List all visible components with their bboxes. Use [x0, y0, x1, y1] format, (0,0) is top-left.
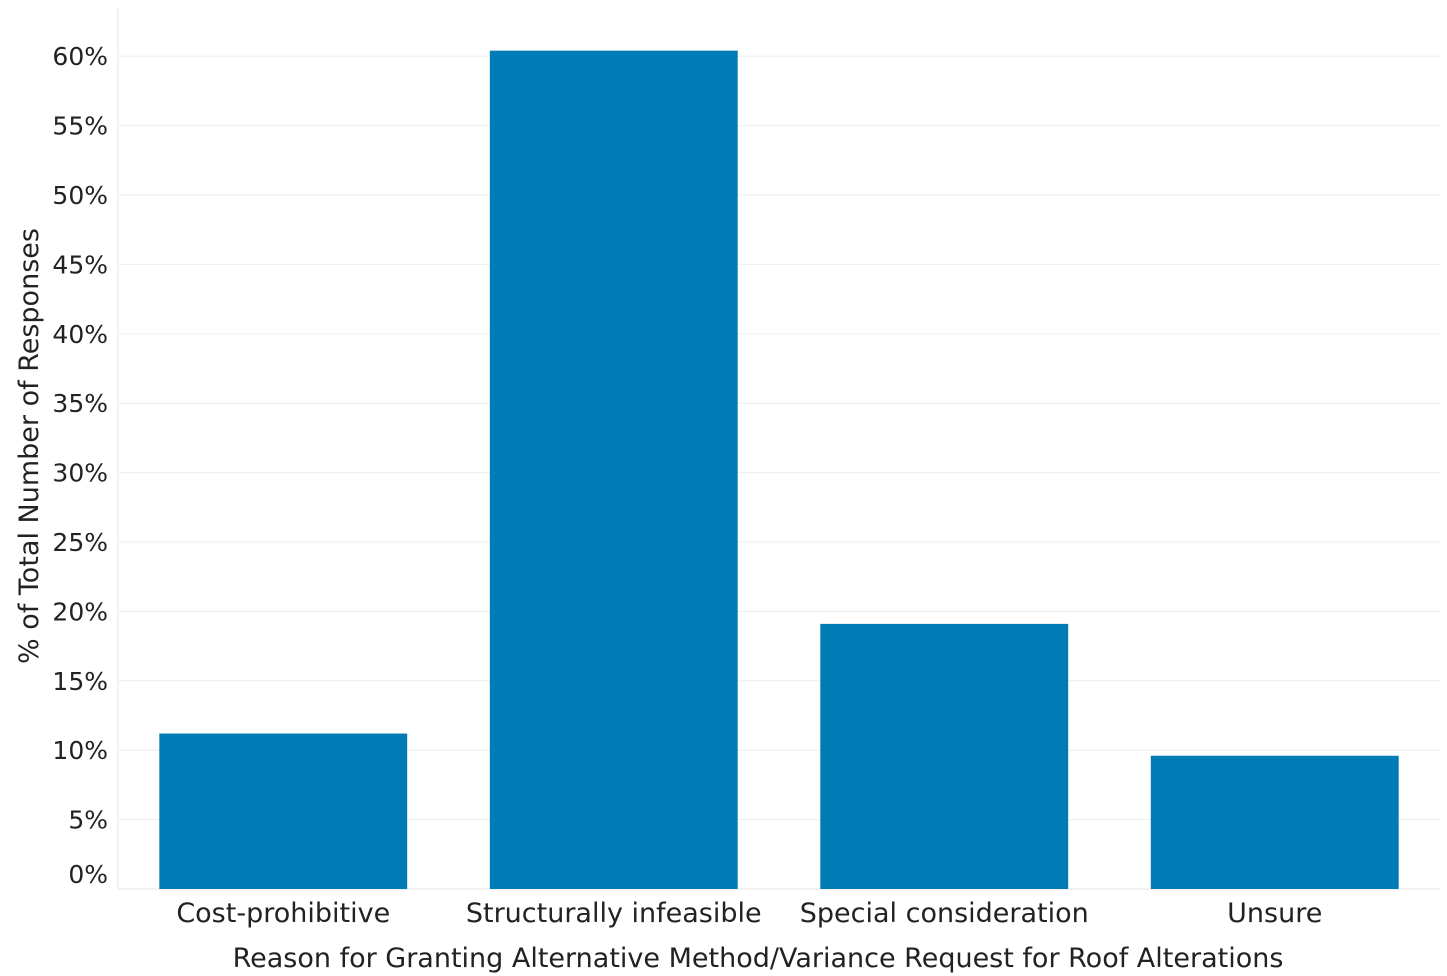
y-tick-label: 0% — [68, 860, 108, 889]
y-tick-label: 50% — [52, 181, 108, 210]
gridlines — [118, 55, 1440, 821]
bar — [489, 50, 738, 889]
y-tick-label: 60% — [52, 42, 108, 71]
category-label: Unsure — [1227, 898, 1322, 929]
y-tick-label: 35% — [52, 389, 108, 418]
bar — [820, 623, 1069, 889]
category-label: Special consideration — [800, 898, 1089, 929]
y-axis-title: % of Total Number of Responses — [14, 228, 45, 664]
bar — [1150, 755, 1399, 889]
y-tick-label: 20% — [52, 597, 108, 626]
x-tick-labels: Cost-prohibitive Structurally infeasible S… — [176, 898, 1322, 929]
y-tick-label: 55% — [52, 112, 108, 141]
y-tick-label: 10% — [52, 736, 108, 765]
category-label: Cost-prohibitive — [176, 898, 390, 929]
y-tick-label: 40% — [52, 320, 108, 349]
y-tick-labels: 0% 5% 10% 15% 20% 25% 30% 35% 40% 45% 50% 55% 60% — [52, 42, 108, 889]
category-label: Structurally infeasible — [466, 898, 762, 929]
y-tick-label: 25% — [52, 528, 108, 557]
y-tick-label: 45% — [52, 250, 108, 279]
y-tick-label: 15% — [52, 667, 108, 696]
x-axis-title: Reason for Granting Alternative Method/V… — [233, 943, 1284, 974]
y-tick-label: 5% — [68, 806, 108, 835]
bar — [159, 733, 408, 889]
bars — [159, 50, 1399, 889]
y-tick-label: 30% — [52, 459, 108, 488]
